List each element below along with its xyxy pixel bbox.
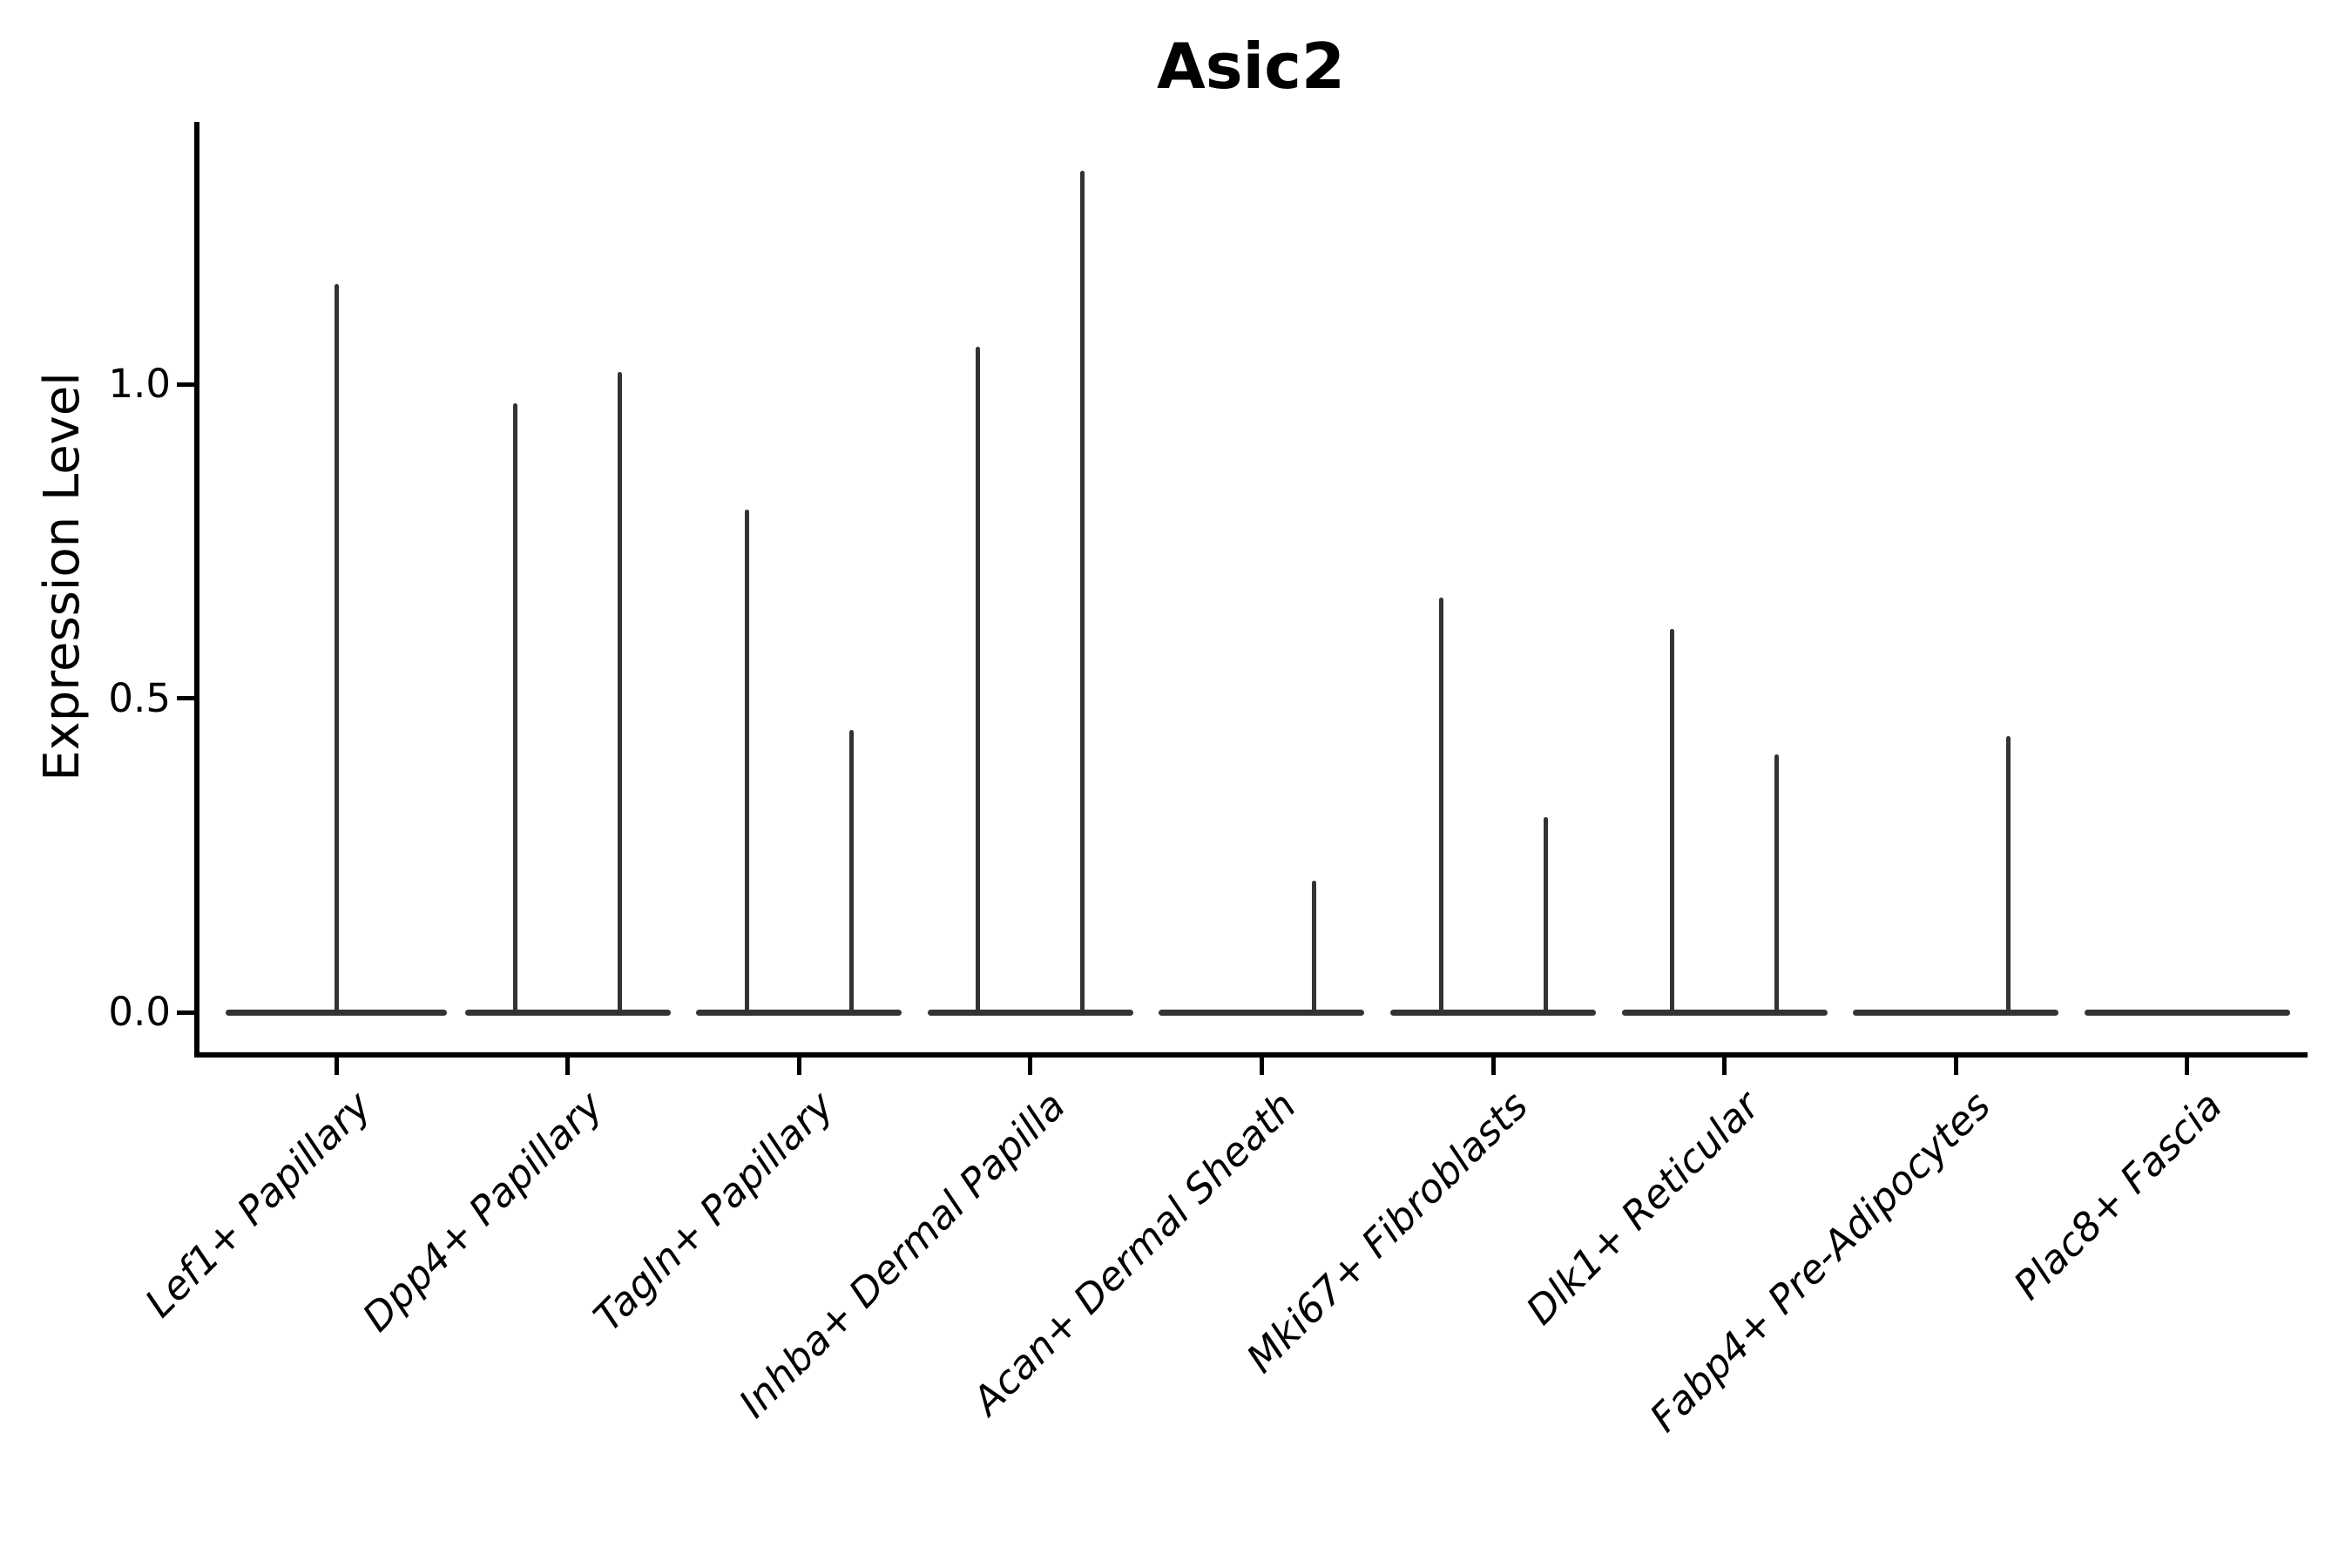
x-tick bbox=[1953, 1058, 1958, 1075]
violin-spike bbox=[618, 371, 623, 1015]
violin-body bbox=[464, 1009, 671, 1016]
violin-spike bbox=[513, 402, 518, 1015]
x-tick bbox=[1490, 1058, 1496, 1075]
x-tick bbox=[1028, 1058, 1033, 1075]
violin-body bbox=[696, 1009, 902, 1016]
violin-body bbox=[1621, 1009, 1828, 1016]
x-tick-label: Plac8+ Fascia bbox=[2004, 1082, 2231, 1309]
violin-spike bbox=[744, 510, 749, 1015]
y-tick-label: 1.0 bbox=[108, 361, 171, 407]
violin-spike bbox=[976, 346, 981, 1015]
violin-spike bbox=[2005, 735, 2011, 1015]
violin-body bbox=[1159, 1009, 1365, 1016]
y-tick bbox=[177, 382, 194, 387]
violin-body bbox=[2084, 1009, 2290, 1016]
violin-spike bbox=[334, 283, 339, 1015]
violin-body bbox=[1390, 1009, 1596, 1016]
x-tick-label: Fabp4+ Pre-Adipocytes bbox=[1640, 1082, 2000, 1442]
x-tick-label: Mki67+ Fibroblasts bbox=[1237, 1082, 1538, 1382]
x-tick bbox=[2185, 1058, 2190, 1075]
x-tick-label: Dpp4+ Papillary bbox=[353, 1082, 612, 1341]
x-tick-label: Inhba+ Dermal Papilla bbox=[729, 1082, 1074, 1427]
violin-spike bbox=[1311, 880, 1316, 1015]
y-tick-label: 0.5 bbox=[108, 674, 171, 721]
violin-spike bbox=[1774, 754, 1780, 1015]
x-tick-label: Acan+ Dermal Sheath bbox=[963, 1082, 1306, 1424]
x-tick bbox=[334, 1058, 339, 1075]
violin-spike bbox=[1080, 170, 1085, 1015]
x-axis-spine bbox=[194, 1052, 2308, 1058]
y-tick bbox=[177, 696, 194, 700]
violin-spike bbox=[1438, 598, 1443, 1015]
y-tick bbox=[177, 1010, 194, 1015]
x-tick-label: Tagln+ Papillary bbox=[585, 1082, 843, 1341]
chart-title: Asic2 bbox=[1156, 30, 1346, 103]
violin-body bbox=[1853, 1009, 2059, 1016]
y-axis-spine bbox=[194, 122, 199, 1058]
y-tick-label: 0.0 bbox=[108, 989, 171, 1035]
violin-spike bbox=[848, 729, 854, 1015]
x-tick-label: Dlk1+ Reticular bbox=[1517, 1082, 1768, 1334]
violin-spike bbox=[1543, 817, 1548, 1015]
x-tick bbox=[1259, 1058, 1264, 1075]
violin-spike bbox=[1670, 629, 1675, 1015]
x-tick bbox=[796, 1058, 801, 1075]
x-tick bbox=[1722, 1058, 1727, 1075]
x-tick bbox=[565, 1058, 571, 1075]
violin-body bbox=[927, 1009, 1133, 1016]
